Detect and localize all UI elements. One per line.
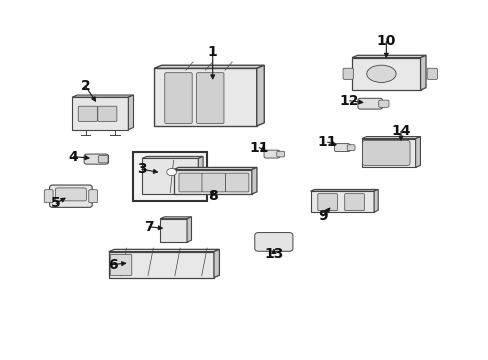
Polygon shape (173, 170, 251, 194)
Polygon shape (142, 158, 198, 194)
FancyBboxPatch shape (357, 98, 382, 109)
Polygon shape (361, 136, 420, 139)
Text: 2: 2 (81, 80, 90, 93)
Text: 7: 7 (144, 220, 154, 234)
FancyBboxPatch shape (98, 156, 108, 163)
Polygon shape (214, 249, 219, 278)
Polygon shape (109, 252, 214, 278)
FancyBboxPatch shape (346, 145, 354, 150)
Bar (133, 152, 207, 201)
Circle shape (166, 168, 176, 176)
FancyBboxPatch shape (317, 194, 337, 211)
Text: 10: 10 (376, 35, 395, 48)
Polygon shape (251, 167, 257, 194)
Text: 1: 1 (207, 45, 217, 59)
FancyBboxPatch shape (78, 106, 97, 121)
Text: 14: 14 (390, 125, 410, 138)
Polygon shape (256, 65, 264, 126)
Polygon shape (310, 189, 377, 191)
FancyBboxPatch shape (264, 150, 279, 158)
FancyBboxPatch shape (179, 173, 202, 192)
Text: 8: 8 (207, 189, 217, 203)
FancyBboxPatch shape (343, 68, 352, 79)
Polygon shape (198, 156, 203, 194)
Text: 12: 12 (339, 94, 359, 108)
FancyBboxPatch shape (164, 73, 192, 123)
Polygon shape (72, 97, 128, 130)
Polygon shape (415, 136, 420, 167)
Text: 9: 9 (317, 209, 327, 223)
Text: 13: 13 (264, 247, 283, 261)
FancyBboxPatch shape (334, 144, 349, 152)
Polygon shape (154, 68, 256, 126)
FancyBboxPatch shape (344, 194, 364, 211)
Text: 4: 4 (68, 150, 78, 163)
Polygon shape (72, 95, 133, 97)
Text: 11: 11 (317, 135, 337, 149)
FancyBboxPatch shape (196, 73, 224, 123)
Polygon shape (373, 189, 377, 212)
Polygon shape (186, 217, 191, 242)
FancyBboxPatch shape (362, 140, 409, 166)
FancyBboxPatch shape (427, 68, 437, 79)
Polygon shape (109, 249, 219, 252)
FancyBboxPatch shape (225, 173, 248, 192)
Polygon shape (154, 65, 264, 68)
FancyBboxPatch shape (276, 151, 284, 157)
FancyBboxPatch shape (110, 255, 132, 275)
Polygon shape (351, 55, 425, 58)
FancyBboxPatch shape (254, 233, 292, 251)
Polygon shape (310, 191, 373, 212)
Text: 5: 5 (51, 197, 61, 210)
Polygon shape (160, 219, 186, 242)
Polygon shape (142, 156, 203, 158)
Text: 6: 6 (107, 258, 117, 271)
FancyBboxPatch shape (89, 190, 98, 203)
Text: 3: 3 (137, 162, 146, 176)
FancyBboxPatch shape (202, 173, 225, 192)
Ellipse shape (366, 65, 395, 82)
Polygon shape (420, 55, 425, 90)
Polygon shape (351, 58, 420, 90)
Text: 11: 11 (249, 141, 268, 154)
FancyBboxPatch shape (378, 100, 388, 107)
FancyBboxPatch shape (44, 190, 53, 203)
FancyBboxPatch shape (55, 188, 86, 201)
FancyBboxPatch shape (98, 106, 117, 121)
FancyBboxPatch shape (84, 154, 108, 164)
Polygon shape (173, 167, 257, 170)
Polygon shape (361, 139, 415, 167)
Polygon shape (128, 95, 133, 130)
FancyBboxPatch shape (49, 185, 92, 207)
Polygon shape (160, 217, 191, 219)
